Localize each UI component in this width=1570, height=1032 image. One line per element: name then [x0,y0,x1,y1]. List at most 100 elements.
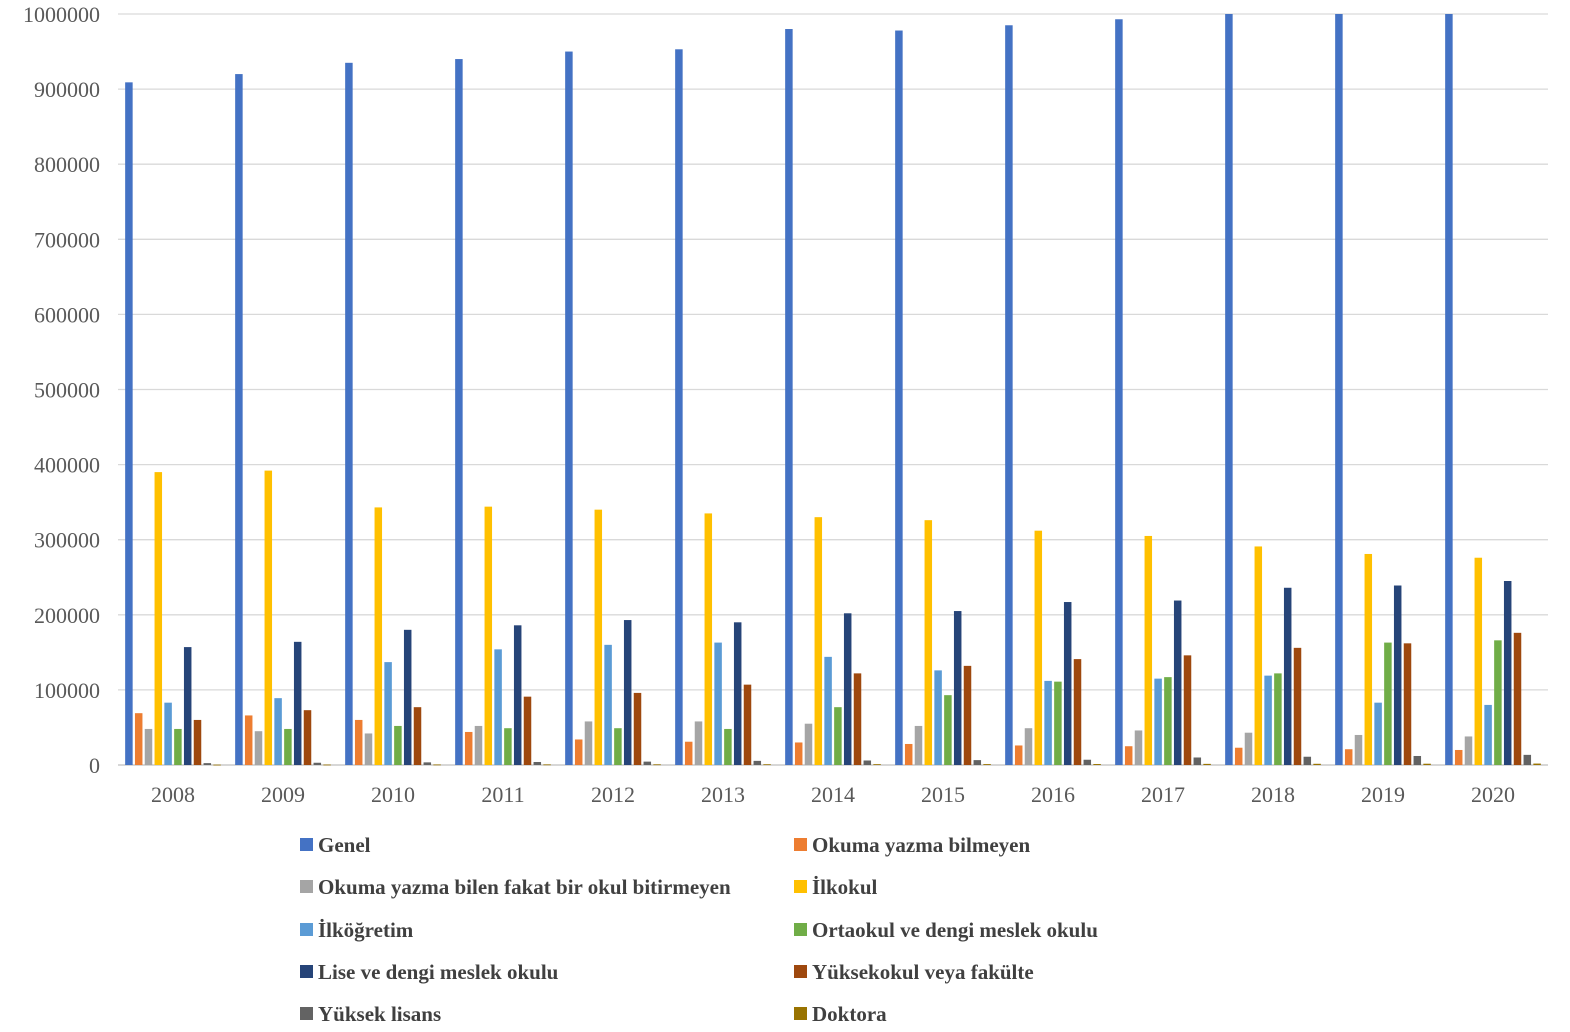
legend: Genel Okuma yazma bilmeyen Okuma yazma bil… [300,833,1098,1026]
bar [174,728,182,765]
bar [394,725,402,765]
bar [134,713,143,765]
bar [1445,14,1453,765]
bar [843,613,852,765]
bar [1173,600,1182,765]
bar [403,629,412,765]
bar [313,762,322,765]
x-tick-label: 2017 [1141,782,1185,807]
bar [953,611,962,765]
bar [594,509,603,765]
bar [1303,756,1312,765]
bar [1474,557,1483,765]
bar [753,760,762,765]
bar [504,728,512,765]
bar [653,764,661,766]
bar [914,725,923,765]
bar [873,764,881,765]
x-tick-label: 2013 [701,782,745,807]
x-tick-label: 2008 [151,782,195,807]
bar [345,62,353,765]
legend-swatch [300,923,313,936]
bar [423,762,432,765]
gridlines [118,13,1548,766]
bar [1005,25,1013,765]
bar [1164,677,1172,765]
bar [1484,704,1492,765]
bar [1073,659,1082,765]
y-tick-label: 600000 [34,302,100,327]
bar [853,673,862,765]
y-tick-label: 800000 [34,152,100,177]
bar [364,733,373,765]
bar [863,760,872,765]
bar [1134,730,1143,765]
bar [1093,764,1101,765]
bar [584,721,593,765]
bar [284,728,292,765]
legend-label: Genel [318,833,371,857]
bar [1374,702,1382,765]
bar [1533,763,1541,765]
legend-item: Genel [300,833,371,857]
y-tick-label: 1000000 [23,2,100,27]
bar [733,622,742,765]
bar [1393,585,1402,765]
bar [1063,602,1072,765]
bar [533,761,542,765]
bar [144,728,153,765]
bar [1335,14,1343,765]
legend-swatch [794,838,807,851]
bar [1403,643,1412,765]
legend-item: Lise ve dengi meslek okulu [300,960,559,984]
bar [1034,530,1043,765]
legend-swatch [300,1007,313,1020]
bar [1264,675,1272,765]
bar [543,764,551,766]
x-tick-label: 2014 [811,782,855,807]
bar [213,764,221,766]
bar [1274,673,1282,765]
bar [474,725,483,765]
x-tick-label: 2015 [921,782,965,807]
bar [1354,734,1363,765]
legend-item: Yüksekokul veya fakülte [794,960,1034,984]
bar [1344,749,1353,765]
x-tick-label: 2010 [371,782,415,807]
bar [1144,535,1153,765]
bar [1154,678,1162,765]
y-axis-ticks: 0 100000 200000 300000 400000 500000 600000 700… [23,2,100,778]
legend-swatch [300,965,313,978]
y-tick-label: 300000 [34,528,100,553]
legend-swatch [794,1007,807,1020]
bar [1083,759,1092,765]
bar [743,684,752,765]
bar [1234,747,1243,765]
bar [125,82,133,765]
legend-item: Okuma yazma bilen fakat bir okul bitirme… [300,875,731,899]
legend-label: İlköğretim [318,918,414,942]
bar [785,29,793,765]
legend-item: Ortaokul ve dengi meslek okulu [794,918,1098,942]
x-tick-label: 2019 [1361,782,1405,807]
bar [1364,553,1373,765]
y-tick-label: 500000 [34,378,100,403]
bar [1244,732,1253,765]
legend-item: İlköğretim [300,918,414,942]
bar [574,739,583,765]
legend-item: İlkokul [794,875,878,899]
bar [1044,680,1052,765]
bar [924,520,933,765]
y-tick-label: 400000 [34,453,100,478]
bar [565,51,573,766]
bar [973,760,982,765]
bar [604,644,612,765]
bar [834,707,842,765]
y-tick-label: 0 [89,753,100,778]
legend-label: Yüksek lisans [318,1002,441,1026]
bar [1313,763,1321,765]
bar [904,743,913,765]
bar [1423,763,1431,765]
bar [944,695,952,765]
x-tick-label: 2009 [261,782,305,807]
